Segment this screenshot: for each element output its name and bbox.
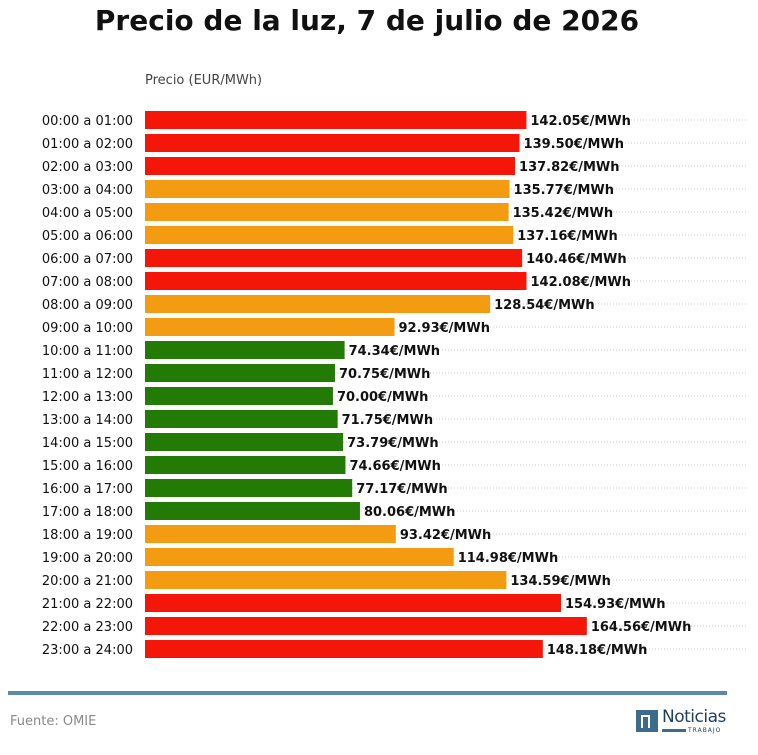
category-tick-label: 06:00 a 07:00 [42,252,133,267]
bar [145,479,353,497]
value-label: 139.50€/MWh [524,137,625,152]
category-tick-label: 13:00 a 14:00 [42,413,133,428]
bar [145,571,507,589]
bar [145,640,543,658]
value-label: 137.16€/MWh [517,229,618,244]
value-label: 92.93€/MWh [399,321,490,336]
value-label: 134.59€/MWh [510,574,611,589]
bar [145,226,514,244]
category-tick-label: 18:00 a 19:00 [42,528,133,543]
bar-chart: 00:00 a 01:00 142.05€/MWh 01:00 a 02:00 139… [42,111,748,658]
value-label: 74.34€/MWh [349,344,440,359]
logo-accent [662,729,686,732]
value-label: 137.82€/MWh [519,160,620,175]
value-label: 142.05€/MWh [530,114,631,129]
category-tick-label: 02:00 a 03:00 [42,160,133,175]
value-label: 148.18€/MWh [547,643,648,658]
category-tick-label: 03:00 a 04:00 [42,183,133,198]
bar [145,594,561,612]
chart-title: Precio de la luz, 7 de julio de 2026 [94,4,640,37]
value-label: 80.06€/MWh [364,505,455,520]
source-note: Fuente: OMIE [10,714,97,729]
category-tick-label: 23:00 a 24:00 [42,643,133,658]
category-tick-label: 20:00 a 21:00 [42,574,133,589]
value-label: 70.00€/MWh [337,390,428,405]
category-tick-label: 12:00 a 13:00 [42,390,133,405]
category-tick-label: 17:00 a 18:00 [42,505,133,520]
value-label: 73.79€/MWh [347,436,438,451]
bar [145,249,523,267]
bar [145,272,527,290]
bar [145,341,345,359]
logo-icon [636,710,658,732]
bar [145,456,346,474]
value-label: 77.17€/MWh [356,482,447,497]
bar [145,318,395,336]
bar [145,502,360,520]
bar [145,364,335,382]
category-tick-label: 21:00 a 22:00 [42,597,133,612]
category-tick-label: 07:00 a 08:00 [42,275,133,290]
category-tick-label: 15:00 a 16:00 [42,459,133,474]
category-tick-label: 22:00 a 23:00 [42,620,133,635]
value-label: 74.66€/MWh [349,459,440,474]
category-tick-label: 08:00 a 09:00 [42,298,133,313]
category-tick-label: 09:00 a 10:00 [42,321,133,336]
bar [145,525,396,543]
value-label: 128.54€/MWh [494,298,594,313]
bar [145,203,509,221]
value-label: 164.56€/MWh [591,620,692,635]
value-label: 135.77€/MWh [514,183,615,198]
category-tick-label: 05:00 a 06:00 [42,229,133,244]
logo-name: Noticias [662,707,726,727]
bar [145,410,338,428]
category-tick-label: 01:00 a 02:00 [42,137,133,152]
value-label: 71.75€/MWh [342,413,433,428]
bar [145,617,587,635]
axis-label: Precio (EUR/MWh) [145,73,263,88]
value-label: 70.75€/MWh [339,367,430,382]
bar [145,387,333,405]
logo-subtitle: TRABAJO [688,727,722,734]
brand-logo: Noticias TRABAJO [636,707,731,736]
bar [145,548,454,566]
category-tick-label: 04:00 a 05:00 [42,206,133,221]
category-tick-label: 10:00 a 11:00 [42,344,133,359]
bar [145,111,527,129]
bar [145,433,344,451]
category-tick-label: 19:00 a 20:00 [42,551,133,566]
footer-divider [8,691,727,695]
category-tick-label: 00:00 a 01:00 [42,114,133,129]
value-label: 140.46€/MWh [526,252,627,267]
bar [145,295,491,313]
category-tick-label: 16:00 a 17:00 [42,482,133,497]
category-tick-label: 14:00 a 15:00 [42,436,133,451]
value-label: 114.98€/MWh [458,551,559,566]
category-tick-label: 11:00 a 12:00 [42,367,133,382]
value-label: 154.93€/MWh [565,597,666,612]
bar [145,180,510,198]
bar [145,157,516,175]
value-label: 135.42€/MWh [513,206,614,221]
value-label: 93.42€/MWh [400,528,491,543]
bar [145,134,520,152]
value-label: 142.08€/MWh [530,275,631,290]
